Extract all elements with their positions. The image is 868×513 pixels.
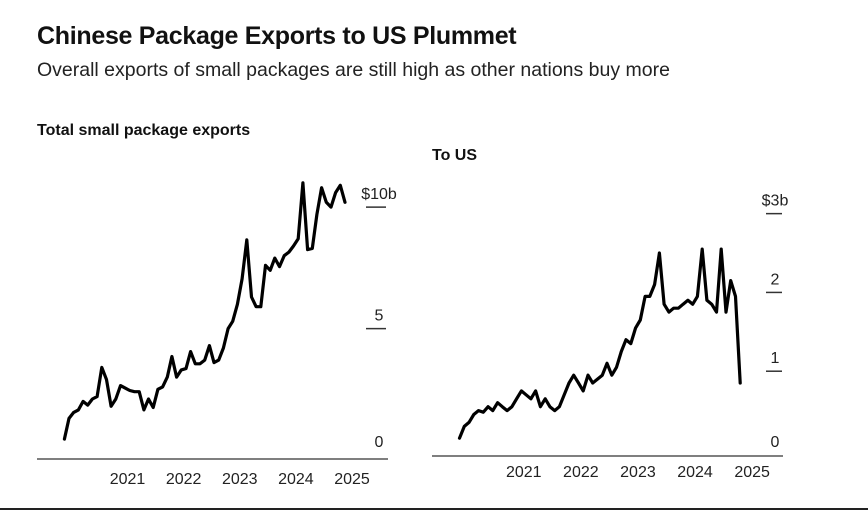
x-tick-label: 2024 — [278, 471, 314, 488]
y-tick-label: 2 — [771, 271, 780, 288]
y-tick-label: $10b — [361, 186, 397, 203]
panel-title: To US — [432, 147, 477, 164]
x-tick-label: 2024 — [677, 464, 713, 481]
y-tick-label: $3b — [762, 193, 789, 210]
series-line — [62, 181, 347, 441]
y-tick-label: 1 — [771, 350, 780, 367]
x-tick-label: 2022 — [166, 471, 202, 488]
bottom-rule — [0, 508, 868, 510]
x-tick-label: 2025 — [334, 471, 370, 488]
y-tick-label: 5 — [375, 308, 384, 325]
panel-total-exports: Total small package exports 0 5 $10b 2021 202… — [37, 122, 397, 488]
x-tick-label: 2022 — [563, 464, 599, 481]
x-tick-label: 2025 — [734, 464, 770, 481]
x-tick-label: 2023 — [620, 464, 656, 481]
series-line — [457, 247, 742, 440]
x-tick-label: 2021 — [506, 464, 542, 481]
y-tick-label: 0 — [771, 434, 780, 451]
panel-to-us: To US 0 1 2 $3b 2021 2022 2023 2024 2025 — [432, 147, 788, 481]
chart-subtitle: Overall exports of small packages are st… — [37, 59, 670, 81]
y-tick-label: 0 — [375, 434, 384, 451]
panel-title: Total small package exports — [37, 122, 250, 139]
x-tick-label: 2021 — [110, 471, 146, 488]
x-tick-label: 2023 — [222, 471, 258, 488]
chart-title: Chinese Package Exports to US Plummet — [37, 22, 517, 50]
